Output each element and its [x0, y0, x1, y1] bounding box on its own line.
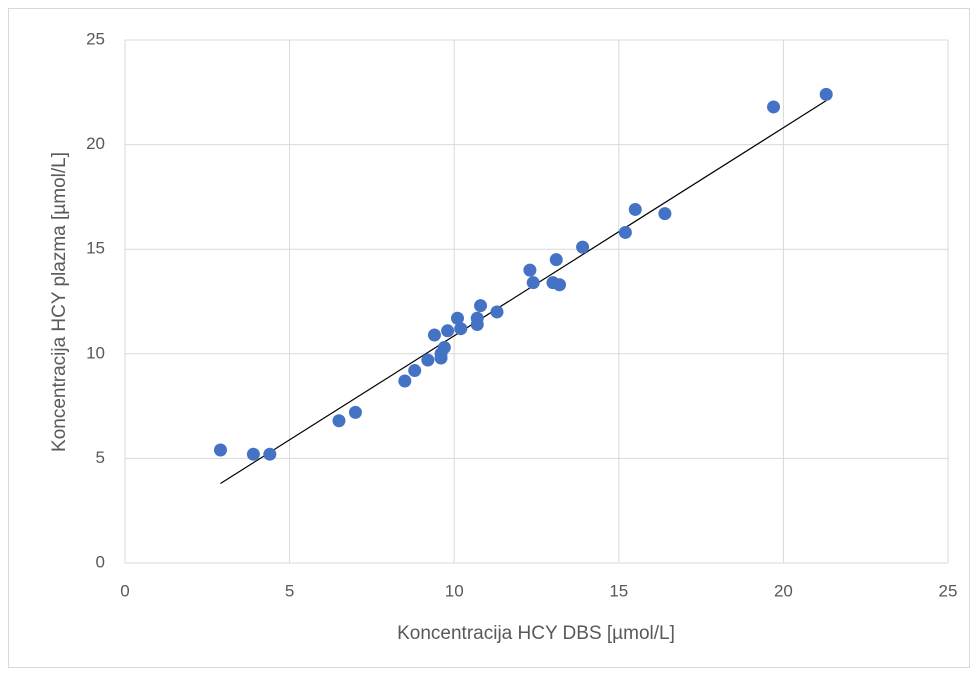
point	[523, 263, 537, 277]
x-axis-label: Koncentracija HCY DBS [µmol/L]	[397, 623, 675, 644]
point	[427, 328, 441, 342]
point	[454, 322, 468, 336]
point	[348, 405, 362, 419]
point	[421, 353, 435, 367]
point	[526, 276, 540, 290]
trendline	[220, 100, 827, 485]
point	[474, 299, 488, 313]
x-tick-label: 0	[120, 581, 129, 600]
point	[767, 100, 781, 114]
y-tick-label: 10	[86, 343, 105, 362]
x-tick-label: 5	[285, 581, 294, 600]
point	[408, 364, 422, 378]
y-tick-label: 25	[86, 29, 105, 48]
point	[576, 240, 590, 254]
x-tick-label: 15	[609, 581, 628, 600]
x-tick-label: 25	[939, 581, 958, 600]
y-tick-label: 20	[86, 134, 105, 153]
point	[628, 202, 642, 216]
point	[441, 324, 455, 338]
y-tick-label: 5	[96, 448, 105, 467]
point	[437, 341, 451, 355]
point	[246, 447, 260, 461]
point	[618, 225, 632, 239]
point	[332, 414, 346, 428]
point	[819, 87, 833, 101]
point	[549, 253, 563, 267]
point	[398, 374, 412, 388]
y-axis-label: Koncentracija HCY plazma [µmol/L]	[49, 152, 70, 452]
point	[470, 311, 484, 325]
point	[450, 311, 464, 325]
point	[658, 207, 672, 221]
x-tick-label: 10	[445, 581, 464, 600]
y-tick-label: 15	[86, 239, 105, 258]
x-tick-label: 20	[774, 581, 793, 600]
point	[213, 443, 227, 457]
point	[553, 278, 567, 292]
point	[263, 447, 277, 461]
y-tick-label: 0	[96, 552, 105, 571]
chart-border	[8, 8, 970, 668]
point	[490, 305, 504, 319]
